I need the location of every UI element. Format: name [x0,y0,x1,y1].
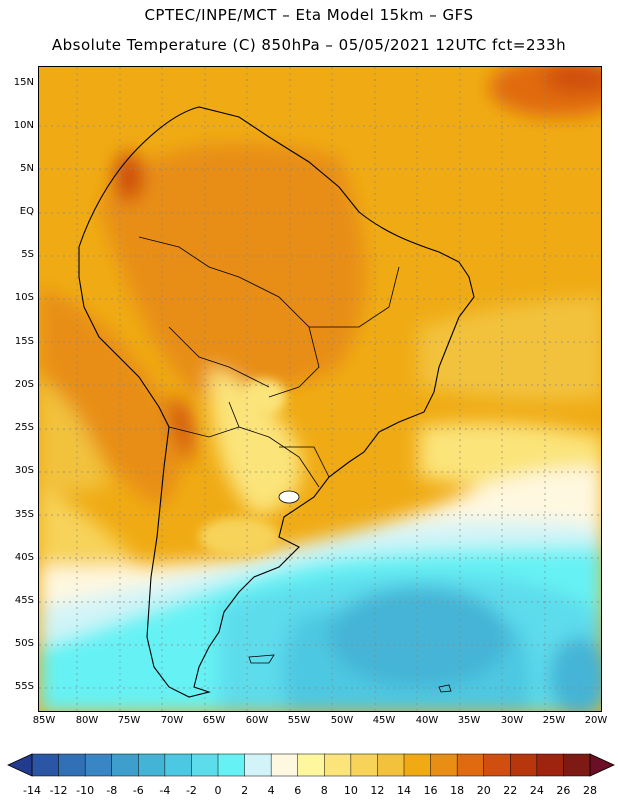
colorbar-tick-label: 22 [503,784,518,797]
country-borders [138,236,400,488]
lat-label-20s: 20S [14,379,34,390]
field-18-20-west [39,287,181,507]
colorbar-high-arrow [589,753,615,777]
field-18-20-north [99,143,366,397]
lat-label-35s: 35S [14,509,34,520]
colorbar-tick-label: 28 [583,784,597,797]
lat-label-5s: 5S [21,249,34,260]
colorbar-swatch [377,753,405,777]
colorbar-swatch [297,753,326,777]
lat-label-55s: 55S [14,681,34,692]
lat-label-45s: 45S [14,595,34,606]
colorbar-tick-label: -12 [49,784,68,797]
colorbar-tick-label: -2 [185,784,197,797]
title-line-1: CPTEC/INPE/MCT – Eta Model 15km – GFS [144,6,474,24]
field-m4-m2-east [549,637,601,711]
colorbar-swatch [138,753,166,777]
field-m4-m2 [329,587,509,687]
lat-label-40s: 40S [14,552,34,563]
field-argentina-mid [199,517,279,557]
lat-label-10n: 10N [13,120,34,131]
map-grid [39,67,601,711]
colorbar-tick-label: 26 [556,784,571,797]
map-canvas [39,67,601,711]
lon-label-55w: 55W [287,715,311,726]
temperature-colorbar [7,753,615,777]
lat-label-15n: 15N [13,77,34,88]
colorbar-tick-label: 24 [529,784,544,797]
colorbar-tick-label: 12 [370,784,385,797]
colorbar-tick-label: -4 [159,784,171,797]
falkland-islands [248,654,275,664]
colorbar-swatch [510,753,538,777]
colorbar-tick-label: -6 [132,784,144,797]
colorbar-swatch [84,753,113,777]
lon-label-35w: 35W [457,715,481,726]
field-chaco-cool [242,379,286,415]
colorbar-low-arrow [7,753,33,777]
lat-label-10s: 10S [14,292,34,303]
colorbar-tick-label: 20 [476,784,491,797]
south-georgia [438,684,452,693]
lon-label-25w: 25W [542,715,566,726]
lat-label-eq: EQ [19,206,34,217]
field-14-16-atlantic [419,297,601,402]
lon-label-45w: 45W [372,715,396,726]
lat-label-50s: 50S [14,638,34,649]
colorbar-tick-label: 4 [267,784,275,797]
colorbar-tick-label: 2 [241,784,249,797]
colorbar-swatch [217,753,246,777]
lon-label-65w: 65W [202,715,226,726]
lon-label-80w: 80W [75,715,99,726]
colorbar-swatch [31,753,60,777]
colorbar-tick-label: -8 [106,784,118,797]
colorbar-swatch [324,753,352,777]
field-14-16-pacific [39,377,109,497]
title-line-2: Absolute Temperature (C) 850hPa – 05/05/… [51,36,567,54]
colorbar-swatch [403,753,432,777]
lon-label-50w: 50W [330,715,354,726]
colorbar-swatch [430,753,458,777]
colorbar-tick-label: -14 [23,784,41,797]
lon-label-20w: 20W [584,715,608,726]
colorbar-swatch [536,753,565,777]
lat-label-5n: 5N [20,163,34,174]
temperature-map [38,66,602,712]
lon-label-40w: 40W [415,715,439,726]
lat-label-30s: 30S [14,465,34,476]
field-andes-warm [169,397,193,467]
field-10-12-interior [209,367,302,517]
colorbar-tick-label: 18 [450,784,465,797]
lon-label-70w: 70W [160,715,184,726]
field-12-14-pacific [39,487,139,587]
colorbar-tick-label: 10 [343,784,358,797]
field-22-24 [544,67,601,92]
colorbar-swatch [58,753,86,777]
lon-label-60w: 60W [245,715,269,726]
colorbar-tick-label: 16 [423,784,438,797]
lon-label-30w: 30W [500,715,524,726]
colorbar-swatch [111,753,140,777]
colorbar-swatch [456,753,485,777]
colorbar-swatch [244,753,272,777]
lon-label-85w: 85W [32,715,56,726]
colorbar-tick-label: 0 [214,784,222,797]
lat-label-25s: 25S [14,422,34,433]
colorbar-tick-label: 8 [320,784,328,797]
colorbar-swatch [191,753,219,777]
lat-label-15s: 15S [14,336,34,347]
colorbar-tick-label: -10 [76,784,95,797]
lon-label-75w: 75W [117,715,141,726]
colorbar-tick-label: 6 [294,784,302,797]
colorbar-swatch [483,753,512,777]
field-colombia-warm [114,152,144,202]
colorbar-swatch [270,753,299,777]
south-america-coastline [78,106,475,698]
colorbar-swatch [563,753,591,777]
colorbar-tick-label: 14 [397,784,411,797]
colorbar-swatch [164,753,193,777]
lagoa-dos-patos-area [278,490,300,504]
colorbar-swatches [31,753,591,777]
colorbar-swatch [350,753,379,777]
